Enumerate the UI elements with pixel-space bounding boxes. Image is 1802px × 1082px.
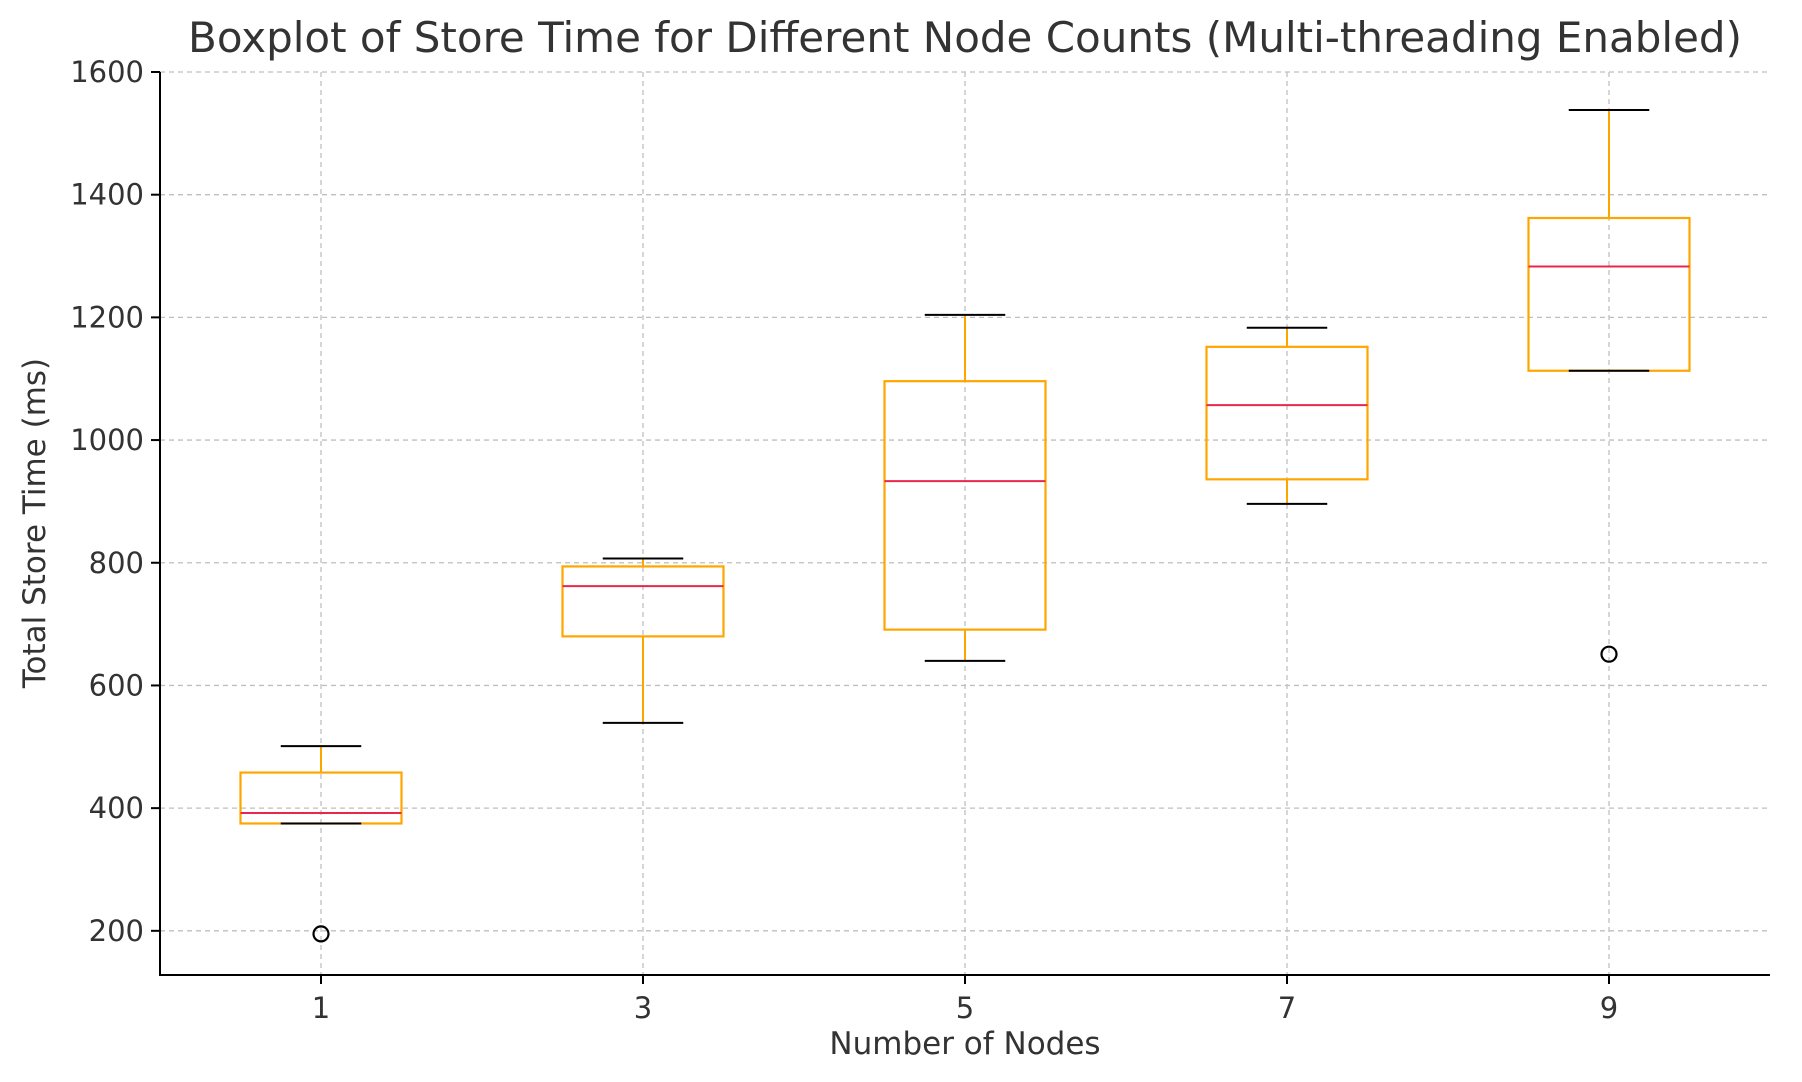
box-group-3 bbox=[561, 557, 725, 724]
y-tick-label: 1000 bbox=[70, 423, 144, 457]
x-tick-label: 5 bbox=[956, 991, 974, 1025]
x-tick-label: 9 bbox=[1600, 991, 1618, 1025]
box-group-5 bbox=[883, 313, 1047, 662]
box-iqr bbox=[883, 380, 1047, 631]
tick-layer: 200 400 600 800 1000 1200 1400 1600 1 3 5 7 9 bbox=[70, 55, 1618, 1025]
y-tick-label: 800 bbox=[89, 546, 144, 580]
box-group-1 bbox=[239, 745, 403, 943]
box-iqr bbox=[239, 771, 403, 825]
y-tick-label: 200 bbox=[89, 914, 144, 948]
box-iqr bbox=[1205, 345, 1369, 481]
y-tick-label: 400 bbox=[89, 791, 144, 825]
box-iqr bbox=[561, 565, 725, 638]
y-tick-label: 1200 bbox=[70, 300, 144, 334]
x-tick-label: 7 bbox=[1278, 991, 1296, 1025]
grid-layer bbox=[160, 71, 1770, 975]
chart-title: Boxplot of Store Time for Different Node… bbox=[188, 13, 1742, 62]
outlier-point bbox=[1600, 645, 1618, 663]
outlier-point bbox=[312, 925, 330, 943]
x-tick-label: 3 bbox=[634, 991, 652, 1025]
x-tick-label: 1 bbox=[312, 991, 330, 1025]
box-layer bbox=[239, 109, 1691, 943]
box-group-9 bbox=[1527, 109, 1691, 663]
y-tick-label: 1600 bbox=[70, 55, 144, 89]
box-iqr bbox=[1527, 216, 1691, 372]
y-axis-label: Total Store Time (ms) bbox=[17, 358, 53, 689]
y-tick-label: 600 bbox=[89, 668, 144, 702]
y-tick-label: 1400 bbox=[70, 178, 144, 212]
x-axis-label: Number of Nodes bbox=[829, 1026, 1100, 1062]
box-group-7 bbox=[1205, 326, 1369, 505]
